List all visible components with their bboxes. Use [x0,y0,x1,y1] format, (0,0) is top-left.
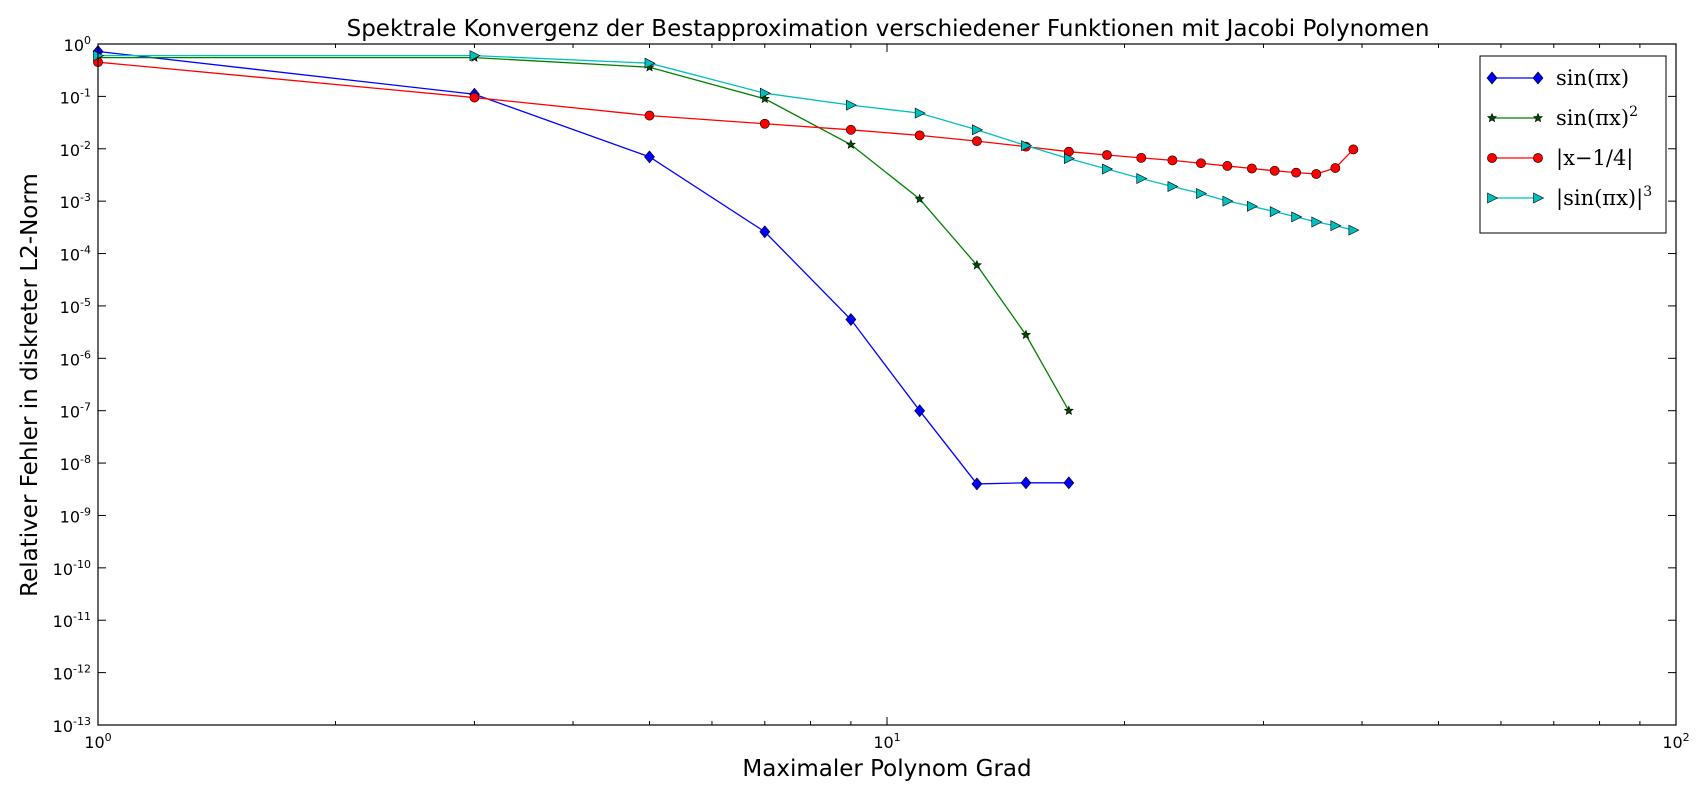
y-tick-label: 10-10 [53,558,91,579]
legend-marker [1533,192,1545,204]
series-3 [93,57,1359,179]
data-point [1222,161,1233,171]
plot-frame [97,43,1677,726]
legend-label: |x−1/4| [1556,146,1633,171]
data-point [1167,181,1179,193]
data-point [914,404,926,418]
data-point [1136,173,1148,185]
data-point [845,124,856,135]
data-point [971,477,983,491]
y-tick-label: 10-1 [60,86,91,107]
series-layer [92,45,1360,491]
data-point [972,124,984,136]
legend: sin(πx) sin(πx)2 |x−1/4| |sin(πx)|3 [1479,55,1667,234]
y-tick-label: 100 [64,34,91,55]
data-point [1247,200,1259,212]
data-point [1063,405,1074,415]
legend-entry: sin(πx) [1486,66,1629,90]
legend-marker [1532,71,1544,85]
data-point [1348,224,1360,236]
y-axis-label: Relativer Fehler in diskreter L2-Norm [17,173,43,597]
data-point [1246,163,1257,174]
data-point [1330,220,1342,232]
data-point [644,57,656,69]
y-tick-label: 10-2 [60,139,91,160]
x-tick-label: 101 [873,731,900,752]
y-tick-label: 10-4 [60,244,91,265]
data-point [971,259,982,270]
y-tick-label: 10-7 [60,401,91,422]
legend-marker [1486,71,1498,85]
legend-entry: |sin(πx)|3 [1487,184,1652,211]
y-tick-label: 10-9 [60,505,91,526]
chart-title: Spektrale Konvergenz der Bestapproximati… [347,16,1430,42]
data-point [845,139,856,149]
series-4 [93,50,1360,236]
data-point [759,225,771,239]
data-point [644,110,655,121]
data-point [1102,163,1114,175]
legend-label: sin(πx)2 [1556,104,1638,130]
y-tick-label: 10-12 [53,663,91,684]
data-point [1063,476,1075,490]
y-tick-label: 10-3 [60,191,91,212]
data-point [1311,169,1322,179]
legend-label: |sin(πx)|3 [1556,184,1652,211]
data-point [846,99,858,111]
data-point [1291,167,1302,178]
data-point [1222,195,1234,207]
legend-marker [1532,112,1544,123]
plot-area [98,44,1676,725]
data-point [1311,216,1323,228]
data-point [1102,150,1112,160]
data-point [1330,163,1341,173]
data-point [1196,188,1208,199]
data-point [759,118,770,129]
y-tick-label: 10-5 [60,296,91,317]
x-tick-label: 100 [84,731,111,752]
data-point [469,92,480,103]
legend-label: sin(πx) [1556,66,1629,90]
data-point [1136,152,1147,163]
y-tick-label: 10-8 [60,453,91,474]
data-point [469,50,481,62]
data-point [1291,211,1303,223]
legend-entry: |x−1/4| [1487,146,1633,171]
data-point [1167,155,1178,166]
legend-box [1479,55,1667,234]
legend-marker [1487,153,1497,163]
y-tick-label: 10-11 [53,610,91,631]
data-point [1348,144,1359,155]
y-tick-label: 10-13 [53,715,91,736]
data-point [1020,329,1031,340]
data-point [1064,153,1075,165]
data-point [1269,165,1280,176]
data-point [914,193,925,204]
x-axis-label: Maximaler Polynom Grad [742,756,1031,782]
legend-marker [1533,153,1543,163]
data-point [1269,206,1281,218]
y-tick-label: 10-6 [60,348,91,369]
data-point [759,87,771,99]
data-point [972,136,982,147]
x-tick-label: 102 [1662,731,1689,752]
data-point [914,107,926,119]
data-point [845,313,857,326]
legend-entry: sin(πx)2 [1486,104,1638,130]
data-point [1196,158,1206,169]
legend-marker [1486,112,1498,123]
data-point [914,130,925,141]
legend-marker [1487,192,1499,204]
data-point [1021,140,1033,152]
data-point [1020,476,1032,490]
data-point [644,150,655,164]
